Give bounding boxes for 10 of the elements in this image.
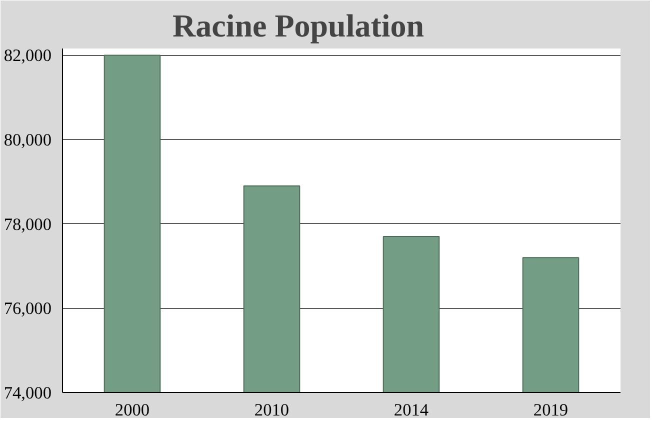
- y-tick-label: 82,000: [4, 46, 52, 66]
- y-tick-label: 74,000: [4, 384, 52, 402]
- y-tick-label: 78,000: [4, 214, 52, 234]
- x-tick-label: 2000: [114, 400, 150, 420]
- x-tick-label: 2014: [394, 400, 429, 420]
- y-tick-label: 76,000: [4, 299, 52, 318]
- x-tick-label: 2010: [254, 400, 290, 420]
- x-tick-label: 2019: [533, 400, 568, 420]
- chart-title: Racine Population: [172, 8, 424, 44]
- y-tick-label: 80,000: [4, 130, 52, 150]
